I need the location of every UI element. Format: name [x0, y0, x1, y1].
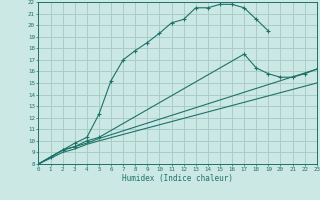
X-axis label: Humidex (Indice chaleur): Humidex (Indice chaleur)	[122, 174, 233, 183]
